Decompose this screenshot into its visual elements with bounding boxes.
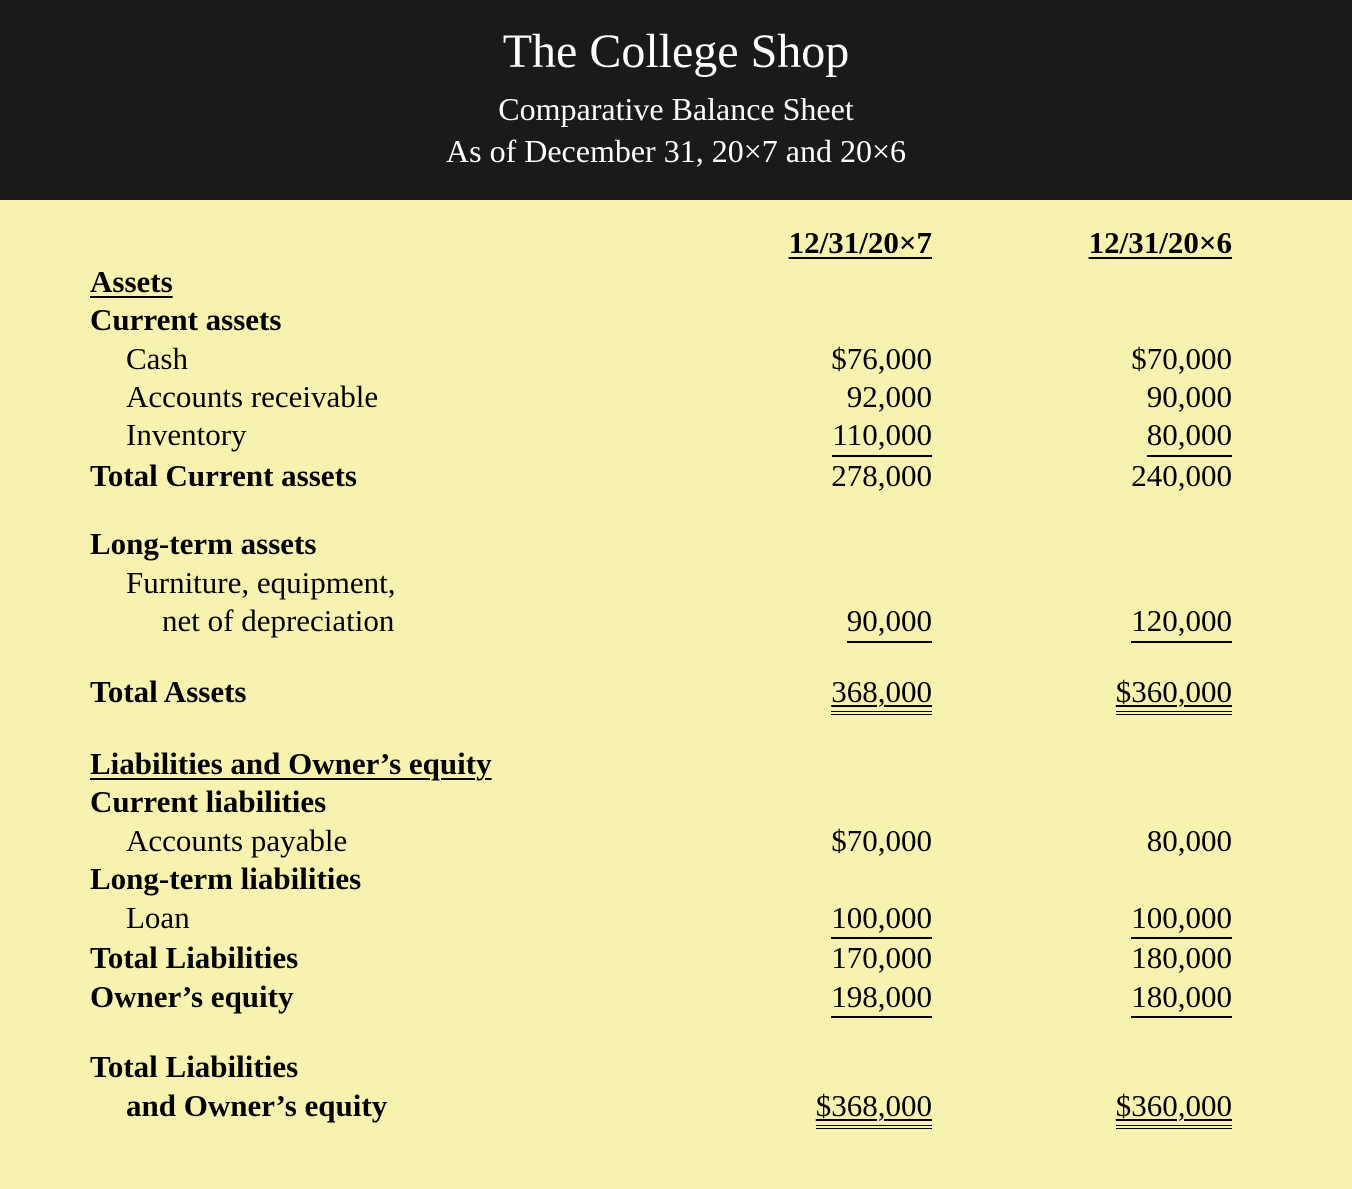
table-row: Cash $76,000 $70,000 <box>90 340 1262 378</box>
furniture-line1: Furniture, equipment, <box>90 564 395 602</box>
total-assets-v1: 368,000 <box>831 673 932 715</box>
total-liab-v2: 180,000 <box>1131 939 1232 977</box>
table-row: net of depreciation 90,000 120,000 <box>90 602 1262 642</box>
total-current-assets-v1: 278,000 <box>831 457 932 495</box>
table-row: Liabilities and Owner’s equity <box>90 745 1262 783</box>
total-liab-equity-v2: $360,000 <box>1116 1087 1232 1129</box>
table-row: Total Liabilities <box>90 1048 1262 1086</box>
ar-v1: 92,000 <box>847 378 932 416</box>
cash-v2: $70,000 <box>1131 340 1232 378</box>
col-header-1: 12/31/20×7 <box>789 224 932 262</box>
ar-v2: 90,000 <box>1147 378 1232 416</box>
ap-v1: $70,000 <box>831 822 932 860</box>
table-row: Total Current assets 278,000 240,000 <box>90 457 1262 495</box>
ar-label: Accounts receivable <box>90 378 378 416</box>
total-current-assets-label: Total Current assets <box>90 457 357 495</box>
sheet-subtitle-2: As of December 31, 20×7 and 20×6 <box>0 131 1352 173</box>
col-header-2: 12/31/20×6 <box>1089 224 1232 262</box>
table-row: Current liabilities <box>90 783 1262 821</box>
furniture-v1: 90,000 <box>847 602 932 642</box>
furniture-v2: 120,000 <box>1131 602 1232 642</box>
table-row: Furniture, equipment, <box>90 564 1262 602</box>
table-row: Long-term liabilities <box>90 860 1262 898</box>
table-row: Current assets <box>90 301 1262 339</box>
table-row: Long-term assets <box>90 525 1262 563</box>
longterm-liab-heading: Long-term liabilities <box>90 860 361 898</box>
loan-label: Loan <box>90 899 190 937</box>
total-liab-equity-v1: $368,000 <box>816 1087 932 1129</box>
owners-equity-v1: 198,000 <box>831 978 932 1018</box>
cash-v1: $76,000 <box>831 340 932 378</box>
furniture-line2: net of depreciation <box>90 602 394 640</box>
table-row: Inventory 110,000 80,000 <box>90 416 1262 456</box>
balance-sheet: The College Shop Comparative Balance She… <box>0 0 1352 1189</box>
owners-equity-v2: 180,000 <box>1131 978 1232 1018</box>
loan-v2: 100,000 <box>1131 899 1232 939</box>
cash-label: Cash <box>90 340 188 378</box>
owners-equity-label: Owner’s equity <box>90 978 293 1016</box>
total-liab-label: Total Liabilities <box>90 939 298 977</box>
sheet-header: The College Shop Comparative Balance She… <box>0 0 1352 200</box>
total-liab-equity-l2: and Owner’s equity <box>90 1087 387 1125</box>
table-row: and Owner’s equity $368,000 $360,000 <box>90 1087 1262 1129</box>
inventory-v2: 80,000 <box>1147 416 1232 456</box>
inventory-v1: 110,000 <box>832 416 932 456</box>
loan-v1: 100,000 <box>831 899 932 939</box>
current-assets-heading: Current assets <box>90 301 281 339</box>
table-row: Total Assets 368,000 $360,000 <box>90 673 1262 715</box>
table-row: Accounts receivable 92,000 90,000 <box>90 378 1262 416</box>
company-title: The College Shop <box>0 24 1352 79</box>
total-current-assets-v2: 240,000 <box>1131 457 1232 495</box>
table-row: Total Liabilities 170,000 180,000 <box>90 939 1262 977</box>
sheet-subtitle-1: Comparative Balance Sheet <box>0 89 1352 131</box>
table-row: Accounts payable $70,000 80,000 <box>90 822 1262 860</box>
total-assets-v2: $360,000 <box>1116 673 1232 715</box>
column-headers-row: 12/31/20×7 12/31/20×6 <box>90 224 1262 262</box>
total-liab-equity-l1: Total Liabilities <box>90 1048 298 1086</box>
total-assets-label: Total Assets <box>90 673 246 711</box>
longterm-assets-heading: Long-term assets <box>90 525 316 563</box>
assets-heading: Assets <box>90 263 173 301</box>
table-row: Owner’s equity 198,000 180,000 <box>90 978 1262 1018</box>
total-liab-v1: 170,000 <box>831 939 932 977</box>
table-row: Assets <box>90 263 1262 301</box>
ap-v2: 80,000 <box>1147 822 1232 860</box>
ap-label: Accounts payable <box>90 822 347 860</box>
sheet-body: 12/31/20×7 12/31/20×6 Assets Current ass… <box>0 200 1352 1189</box>
liab-equity-heading: Liabilities and Owner’s equity <box>90 745 492 783</box>
table-row: Loan 100,000 100,000 <box>90 899 1262 939</box>
current-liab-heading: Current liabilities <box>90 783 326 821</box>
inventory-label: Inventory <box>90 416 247 454</box>
